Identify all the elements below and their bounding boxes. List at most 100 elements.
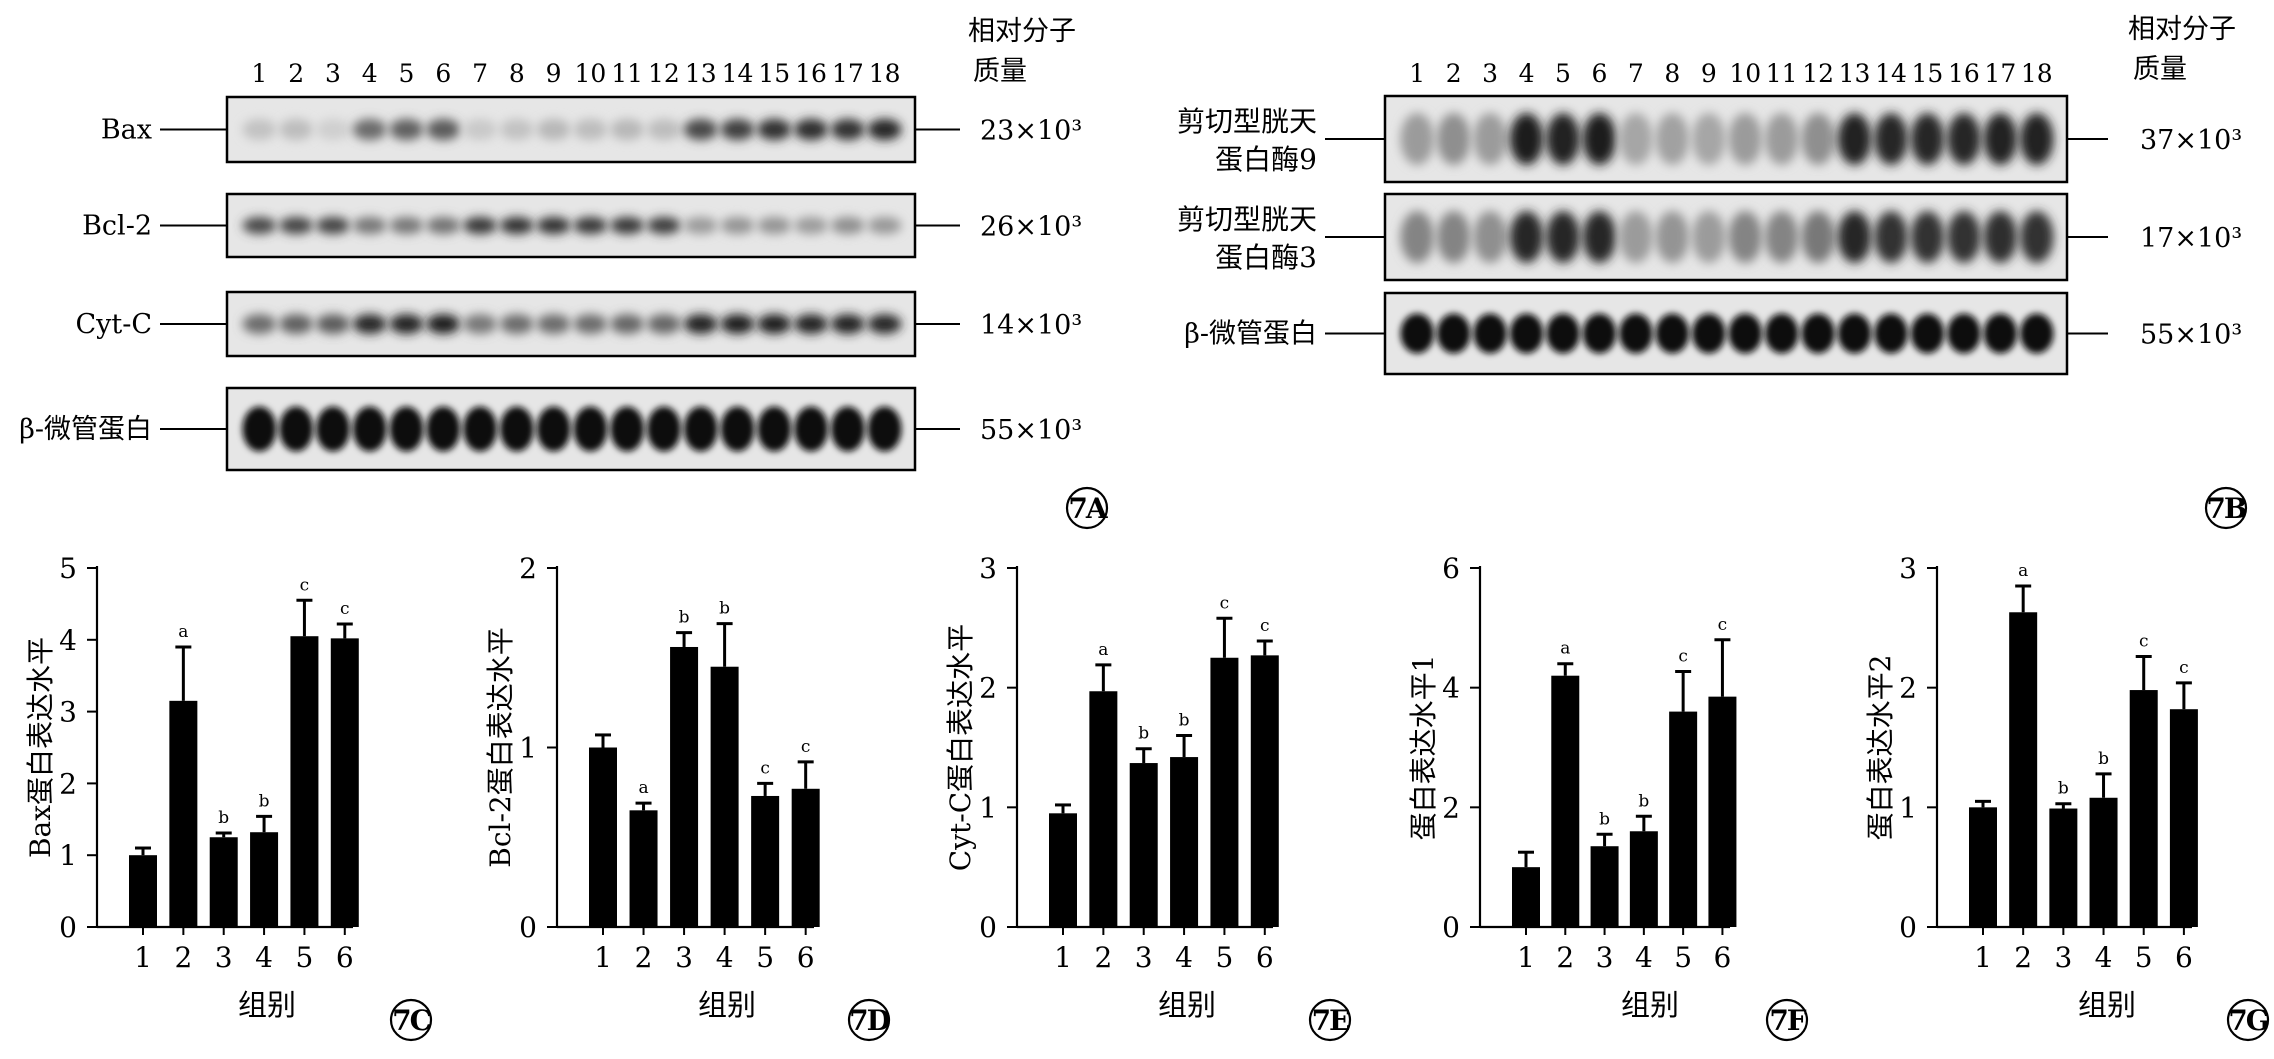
protein-band — [1692, 112, 1726, 166]
x-tick-label: 4 — [1635, 941, 1653, 974]
significance-mark: c — [300, 575, 310, 595]
y-tick-label: 1 — [979, 791, 997, 824]
x-axis-label: 组别 — [698, 988, 756, 1022]
x-tick-label: 5 — [2135, 941, 2153, 974]
y-tick-label: 2 — [519, 552, 537, 585]
panel-tag-circle — [389, 998, 433, 1042]
y-tick-label: 3 — [979, 552, 997, 585]
blot-row: β-微管蛋白 55×10³ — [19, 386, 1082, 472]
significance-mark: c — [1678, 647, 1688, 667]
x-tick-label: 6 — [797, 941, 815, 974]
y-tick-label: 0 — [519, 911, 537, 944]
x-axis-label: 组别 — [1158, 988, 1216, 1022]
lane-number: 8 — [509, 59, 525, 88]
protein-band — [1619, 210, 1653, 264]
lane-number: 6 — [435, 59, 451, 88]
lane-number: 2 — [1446, 59, 1462, 88]
y-tick-label: 2 — [979, 672, 997, 705]
y-tick-label: 0 — [1899, 911, 1917, 944]
protein-band — [573, 314, 608, 334]
row-label: Bax — [101, 115, 152, 146]
bar — [1170, 757, 1199, 927]
bar — [250, 832, 279, 927]
y-tick-label: 2 — [59, 767, 77, 800]
protein-band — [1655, 313, 1690, 354]
x-tick-label: 6 — [1714, 941, 1732, 974]
protein-band — [610, 406, 645, 452]
bar — [670, 646, 699, 927]
protein-band — [647, 216, 681, 235]
panel-tag-circle — [2204, 486, 2248, 530]
bars: 1 a 2 b 3 b 4 c 5 c 6 — [1049, 593, 1279, 974]
row-label: 蛋白酶3 — [1215, 241, 1317, 274]
protein-band — [242, 216, 277, 235]
protein-band — [1582, 112, 1617, 166]
protein-band — [279, 118, 314, 141]
bar — [1590, 846, 1619, 927]
molecular-weight: 17×10³ — [2140, 223, 2242, 254]
protein-band — [1619, 313, 1653, 354]
lane-number: 15 — [1912, 59, 1944, 88]
protein-band — [647, 406, 681, 452]
protein-band — [1983, 112, 2018, 166]
significance-mark: b — [259, 791, 270, 811]
panel-tag: 7F — [1769, 1004, 1806, 1037]
bar — [1629, 831, 1658, 927]
protein-band — [352, 118, 387, 141]
protein-band — [2020, 112, 2054, 166]
x-axis-label: 组别 — [238, 988, 296, 1022]
protein-band — [499, 314, 534, 334]
protein-band — [1874, 210, 1908, 264]
chart-7f: 0 2 4 6 1 a 2 b 3 b 4 c 5 c 6 蛋白表达水平1 组别 7F — [1407, 552, 1809, 1042]
protein-band — [647, 118, 681, 141]
bars: 1 a 2 b 3 b 4 c 5 c 6 — [1512, 615, 1737, 974]
bar — [1089, 691, 1118, 927]
protein-band — [1837, 210, 1872, 264]
panel-tag: 7C — [392, 1004, 430, 1037]
y-tick-label: 1 — [59, 839, 77, 872]
protein-band — [1473, 313, 1507, 354]
protein-band — [683, 314, 718, 334]
protein-band — [316, 216, 350, 235]
lane-number: 4 — [1519, 59, 1535, 88]
lane-number: 15 — [758, 59, 790, 88]
significance-mark: b — [1138, 724, 1149, 744]
x-tick-label: 2 — [174, 941, 192, 974]
protein-band — [794, 406, 828, 452]
panel-tag: 7A — [1068, 492, 1108, 525]
y-tick-label: 5 — [59, 552, 77, 585]
lane-number: 6 — [1591, 59, 1607, 88]
protein-band — [1473, 210, 1507, 264]
protein-band — [426, 406, 461, 452]
blot-row: β-微管蛋白 55×10³ — [1184, 291, 2242, 376]
protein-band — [316, 314, 350, 334]
protein-band — [1546, 210, 1580, 264]
x-tick-label: 1 — [1517, 941, 1535, 974]
protein-band — [683, 216, 718, 235]
bar — [2089, 797, 2118, 927]
protein-band — [1400, 313, 1434, 354]
panel-tag-circle — [1308, 998, 1352, 1042]
protein-band — [757, 314, 792, 334]
protein-band — [1400, 112, 1434, 166]
protein-band — [1619, 112, 1653, 166]
lane-number: 14 — [722, 59, 754, 88]
row-label: 蛋白酶9 — [1215, 143, 1317, 176]
bar — [2049, 808, 2078, 927]
significance-mark: c — [2179, 658, 2189, 678]
bar — [1049, 813, 1077, 927]
bar — [169, 700, 198, 927]
bar — [290, 636, 319, 927]
protein-band — [1764, 112, 1799, 166]
protein-band — [1655, 210, 1690, 264]
lane-number: 10 — [574, 59, 606, 88]
protein-band — [389, 314, 424, 334]
protein-band — [1509, 112, 1544, 166]
bar — [2129, 690, 2158, 927]
significance-mark: a — [1098, 640, 1108, 660]
x-tick-label: 5 — [1216, 941, 1234, 974]
significance-mark: b — [679, 608, 690, 628]
significance-mark: b — [2098, 749, 2109, 769]
